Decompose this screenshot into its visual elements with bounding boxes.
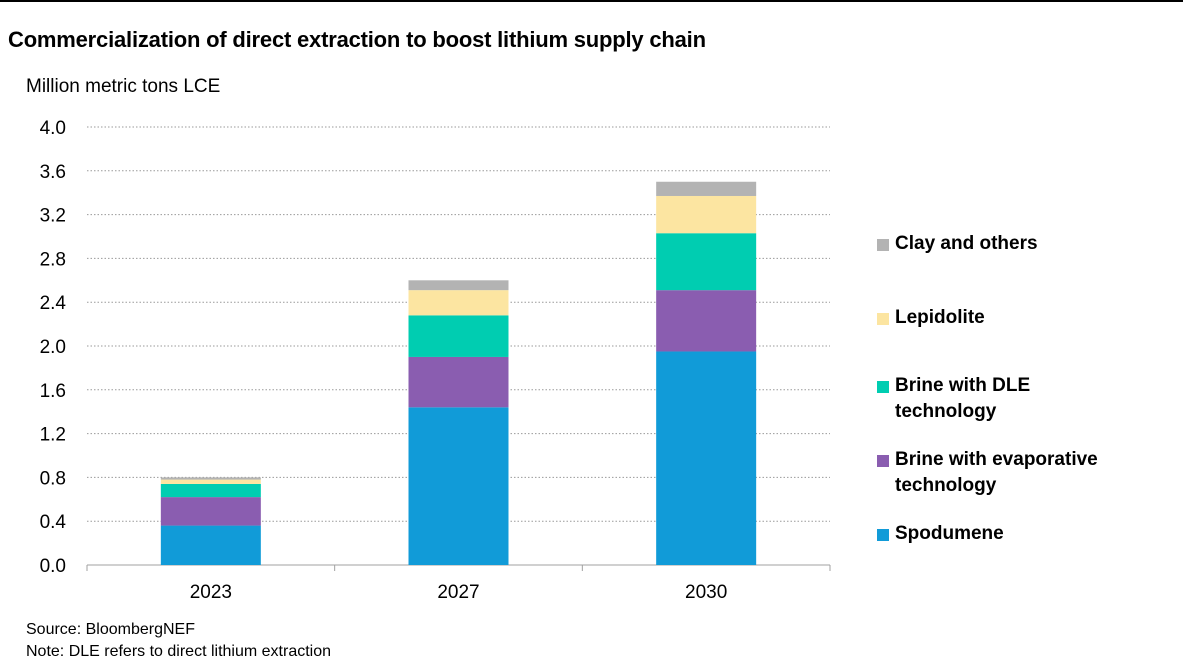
bar-segment [160, 483, 261, 498]
x-tick-label: 2027 [437, 582, 479, 603]
bar-segment [160, 525, 261, 565]
legend-item: Brine with evaporative technology [877, 449, 1145, 499]
legend-item: Lepidolite [877, 307, 1165, 331]
legend-label: Brine with DLE technology [895, 375, 1031, 422]
legend-item: Spodumene [877, 523, 1165, 547]
legend-item: Clay and others [877, 233, 1165, 257]
legend-swatch [877, 529, 889, 541]
bar-segment [408, 407, 509, 565]
y-tick-label: 4.0 [40, 118, 66, 139]
legend-label: Brine with evaporative technology [895, 449, 1098, 496]
y-tick-label: 2.0 [40, 337, 66, 358]
footnote: Note: DLE refers to direct lithium extra… [26, 643, 332, 660]
bar-segment [408, 315, 509, 357]
source-note: Source: BloombergNEF [26, 621, 195, 638]
y-tick-label: 0.8 [40, 468, 66, 489]
bar-segment [408, 280, 509, 291]
legend-label: Lepidolite [895, 307, 985, 328]
legend-swatch [877, 313, 889, 325]
y-tick-label: 2.4 [40, 293, 67, 314]
legend-swatch [877, 455, 889, 467]
bar-segment [160, 497, 261, 526]
bar-segment [656, 290, 757, 352]
bar-segment [408, 290, 509, 316]
bar-segment [656, 351, 757, 565]
legend-label: Spodumene [895, 523, 1004, 544]
y-tick-label: 0.4 [40, 512, 67, 533]
legend-item: Brine with DLE technology [877, 375, 1065, 425]
bar-segment [160, 477, 261, 480]
bar-segment [656, 195, 757, 234]
bar-segment [408, 356, 509, 408]
y-tick-label: 1.6 [40, 381, 66, 402]
bar-segment [160, 479, 261, 484]
y-tick-label: 1.2 [40, 425, 66, 446]
legend-swatch [877, 239, 889, 251]
x-tick-label: 2023 [190, 582, 232, 603]
y-tick-label: 2.8 [40, 249, 66, 270]
legend-swatch [877, 381, 889, 393]
y-axis-unit-label: Million metric tons LCE [26, 76, 221, 97]
y-tick-label: 0.0 [40, 556, 66, 577]
top-border [0, 0, 1183, 2]
bar-segment [656, 181, 757, 196]
legend-label: Clay and others [895, 233, 1038, 254]
chart-title: Commercialization of direct extraction t… [8, 27, 706, 52]
bar-segment [656, 233, 757, 291]
y-tick-label: 3.2 [40, 206, 66, 227]
y-tick-label: 3.6 [40, 162, 66, 183]
x-tick-label: 2030 [685, 582, 727, 603]
